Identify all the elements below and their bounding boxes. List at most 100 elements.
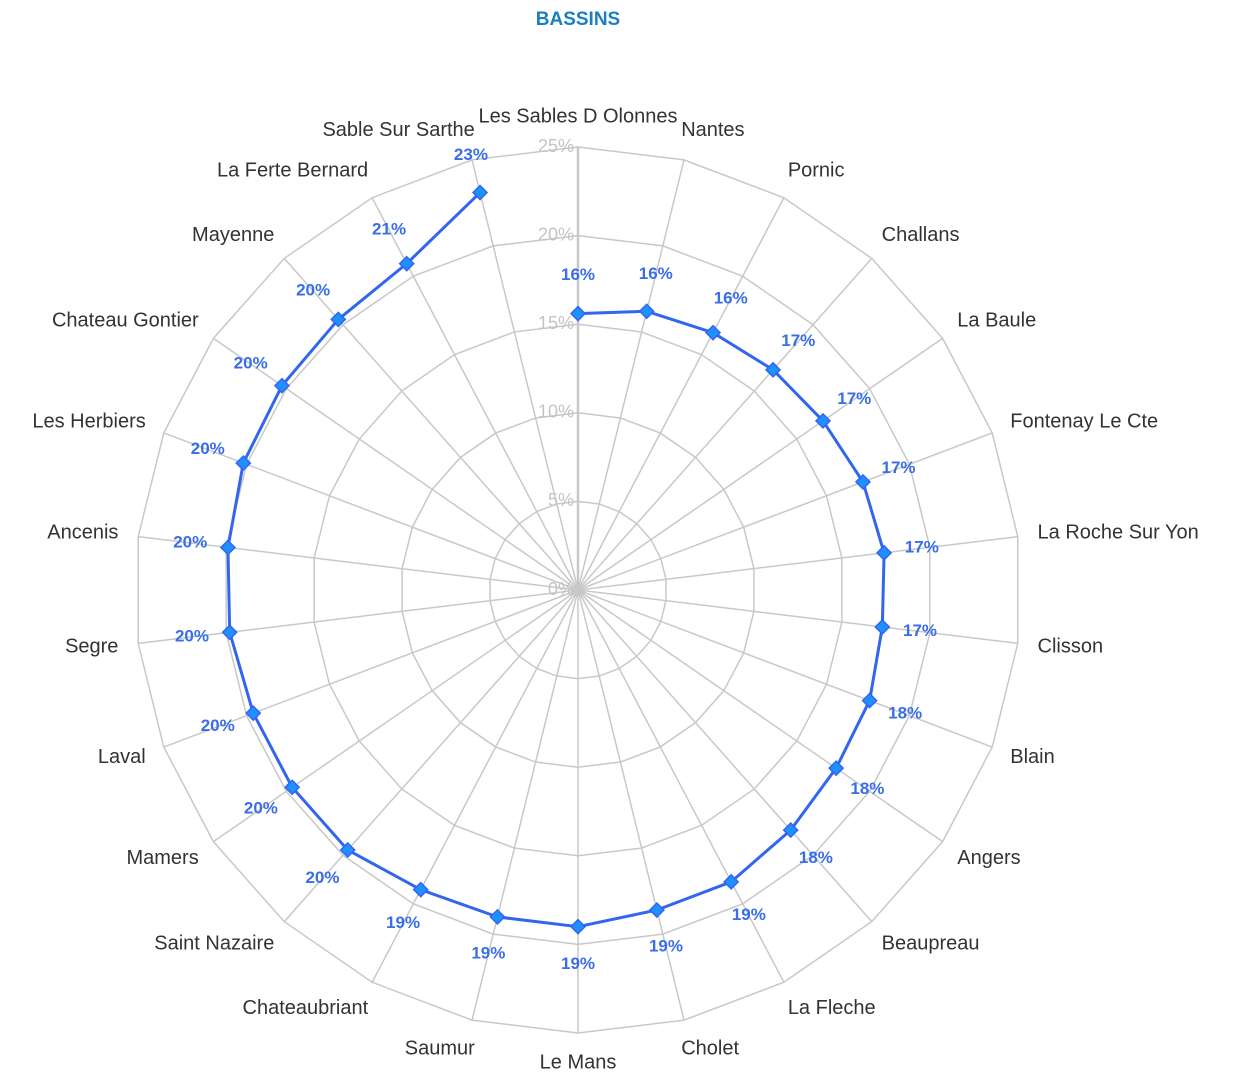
spoke [577,337,944,591]
data-point [569,305,587,322]
category-label: Angers [957,847,1020,869]
data-point [245,705,262,722]
data-label: 19% [649,936,683,955]
data-label: 17% [781,331,815,350]
category-label: La Baule [957,310,1036,332]
spoke [577,589,785,983]
data-point [273,377,291,394]
data-label: 20% [175,626,209,645]
category-label: Pornic [788,159,845,181]
data-point [854,473,872,490]
data-label: 17% [837,389,871,408]
category-label: Le Mans [540,1051,617,1073]
data-point [874,618,891,636]
data-label: 23% [454,145,488,164]
data-label: 16% [714,289,748,308]
data-point [861,692,878,709]
data-label: 16% [639,264,673,283]
data-point [828,760,845,777]
data-label: 17% [905,538,939,557]
category-label: Fontenay Le Cte [1010,411,1158,433]
spoke [577,197,785,591]
spoke [471,159,579,591]
category-label: La Ferte Bernard [217,159,368,181]
data-point [284,779,301,796]
data-point [638,303,655,320]
data-label: 19% [732,905,766,924]
data-label: 19% [471,943,505,962]
r-tick-label: 15% [538,313,574,333]
series-line [226,191,886,929]
r-tick-label: 10% [538,402,574,422]
data-point [704,324,722,341]
data-point [569,918,587,935]
data-label: 21% [372,219,406,238]
data-point [489,908,506,925]
category-label: Saint Nazaire [154,932,274,954]
spoke [577,589,1018,645]
spoke [138,535,579,591]
data-label: 20% [201,716,235,735]
data-label: 19% [561,954,595,973]
data-point [330,311,347,328]
data-point [764,361,782,378]
category-label: Nantes [681,119,744,141]
category-label: Les Herbiers [32,411,145,433]
data-point [648,901,665,919]
spoke [371,589,579,983]
spoke [283,589,579,923]
data-label: 18% [850,779,884,798]
category-label: Challans [882,224,960,246]
data-label: 20% [296,280,330,299]
r-tick-label: 5% [548,490,574,510]
spoke [212,337,579,591]
spoke [577,589,993,748]
data-point [221,624,238,641]
spoke [577,535,1018,591]
category-label: Cholet [681,1038,739,1060]
data-label: 18% [799,848,833,867]
category-label: Sable Sur Sarthe [322,119,474,141]
category-label: La Roche Sur Yon [1038,521,1199,543]
category-label: Mamers [126,847,198,869]
spoke [577,589,873,923]
category-label: Ancenis [47,521,118,543]
data-label: 20% [173,532,207,551]
category-label: La Fleche [788,997,876,1019]
spoke [212,589,579,843]
r-tick-label: 25% [538,136,574,156]
spoke [577,589,685,1021]
category-label: Chateaubriant [243,997,369,1019]
spoke [138,589,579,645]
spoke [471,589,579,1021]
data-point [723,873,740,890]
data-label: 17% [881,458,915,477]
spoke [163,432,579,591]
spoke [577,432,993,591]
data-point [398,255,415,272]
spoke [283,257,579,591]
data-label: 20% [191,439,225,458]
data-point [219,539,237,556]
category-label: Beaupreau [882,932,980,954]
category-label: Clisson [1038,635,1104,657]
spoke [577,589,944,843]
r-tick-label: 20% [538,224,574,244]
category-label: Segre [65,635,118,657]
data-label: 18% [888,704,922,723]
data-label: 20% [305,868,339,887]
spoke [371,197,579,591]
data-point [782,822,799,839]
data-point [814,412,832,429]
spoke [577,159,685,591]
data-point [339,841,356,859]
category-label: Mayenne [192,224,274,246]
r-tick-label: 0% [548,579,574,599]
spoke [577,257,873,591]
data-point [412,881,429,898]
category-label: Chateau Gontier [52,310,199,332]
chart-title: BASSINS [536,9,620,30]
data-label: 20% [244,798,278,817]
data-point [876,544,893,561]
